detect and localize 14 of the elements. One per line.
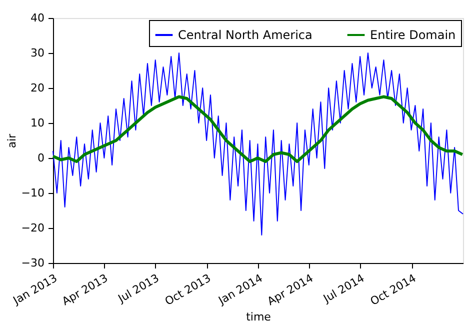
legend-label: Central North America [178, 28, 312, 42]
y-tick-label: −30 [21, 256, 44, 270]
line-series [52, 95, 464, 163]
y-tick-label: 0 [38, 152, 44, 164]
legend-label: Entire Domain [370, 28, 456, 42]
x-axis-title: time [246, 310, 272, 323]
y-tick-label: −20 [21, 222, 44, 234]
y-tick-label: 30 [30, 46, 44, 60]
y-tick-label: 20 [30, 82, 44, 94]
y-tick-label: 40 [30, 12, 44, 24]
y-tick-label: −10 [21, 186, 44, 200]
y-tick-label: 10 [30, 116, 44, 130]
line-series [52, 52, 464, 236]
y-axis-title: air [5, 133, 18, 148]
